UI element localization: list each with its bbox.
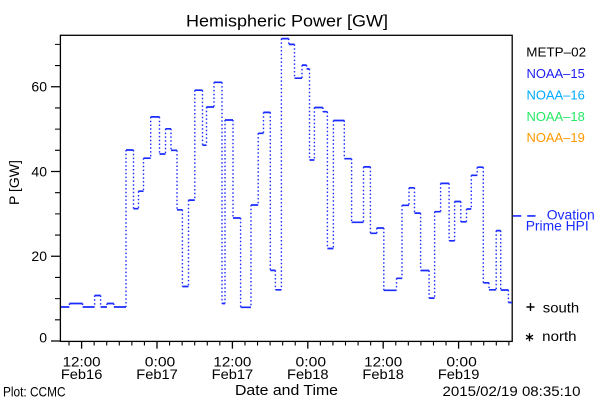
svg-text:Hemispheric Power [GW]: Hemispheric Power [GW] <box>186 12 388 31</box>
svg-text:12:00: 12:00 <box>364 354 402 370</box>
svg-text:0:00: 0:00 <box>296 354 327 370</box>
svg-text:METP–02: METP–02 <box>526 45 586 60</box>
svg-text:Feb17: Feb17 <box>136 366 178 382</box>
svg-text:0:00: 0:00 <box>145 354 176 370</box>
svg-text:Feb17: Feb17 <box>212 366 254 382</box>
svg-text:Plot: CCMC: Plot: CCMC <box>3 383 66 399</box>
svg-text:Prime HPI: Prime HPI <box>526 218 589 234</box>
svg-text:60: 60 <box>31 79 47 95</box>
svg-text:NOAA–19: NOAA–19 <box>527 130 585 145</box>
svg-text:north: north <box>542 328 576 344</box>
svg-text:NOAA–15: NOAA–15 <box>527 66 585 81</box>
svg-text:0:00: 0:00 <box>446 354 477 370</box>
svg-text:south: south <box>543 299 579 315</box>
svg-text:Feb16: Feb16 <box>61 366 103 382</box>
svg-text:Feb18: Feb18 <box>287 366 329 382</box>
svg-text:Ovation: Ovation <box>547 207 595 223</box>
svg-text:NOAA–18: NOAA–18 <box>527 109 585 124</box>
svg-text:20: 20 <box>31 248 47 264</box>
svg-text:Feb19: Feb19 <box>438 366 480 382</box>
svg-text:Date and Time: Date and Time <box>235 383 338 399</box>
svg-text:NOAA–16: NOAA–16 <box>527 87 585 102</box>
svg-text:P [GW]: P [GW] <box>6 160 22 205</box>
svg-text:2015/02/19 08:35:10: 2015/02/19 08:35:10 <box>443 383 581 399</box>
svg-text:Feb18: Feb18 <box>362 366 404 382</box>
svg-text:12:00: 12:00 <box>63 354 101 370</box>
svg-text:12:00: 12:00 <box>213 354 251 370</box>
svg-text:0: 0 <box>39 329 47 345</box>
svg-text:40: 40 <box>31 163 47 179</box>
